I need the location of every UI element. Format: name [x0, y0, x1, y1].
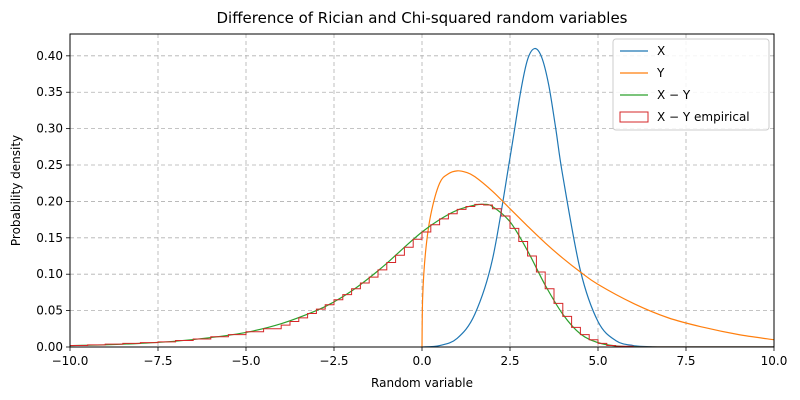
x-axis-ticks: −10.0 −7.5 −5.0 −2.5 0.0 2.5 5.0 7.5 10.0 [52, 347, 788, 368]
x-tick-label: 0.0 [412, 354, 431, 368]
y-tick-label: 0.40 [36, 49, 63, 63]
y-tick-label: 0.15 [36, 231, 63, 245]
y-tick-label: 0.00 [36, 340, 63, 354]
legend-label: X − Y [657, 88, 691, 102]
chart-title: Difference of Rician and Chi-squared ran… [216, 9, 627, 27]
legend-label: X − Y empirical [657, 110, 750, 124]
legend-label: Y [656, 66, 665, 80]
y-axis-label: Probability density [9, 135, 23, 246]
legend: XY X − Y X − Y empirical [612, 38, 770, 131]
legend-label: X [657, 44, 665, 58]
series-y [421, 170, 774, 347]
x-tick-label: −5.0 [231, 354, 260, 368]
x-axis-label: Random variable [371, 376, 473, 390]
x-tick-label: 7.5 [676, 354, 695, 368]
y-tick-label: 0.05 [36, 304, 63, 318]
x-tick-label: −2.5 [319, 354, 348, 368]
x-tick-label: −7.5 [143, 354, 172, 368]
x-tick-label: 10.0 [761, 354, 788, 368]
series-x [421, 47, 774, 347]
x-tick-label: 2.5 [500, 354, 519, 368]
y-tick-label: 0.35 [36, 85, 63, 99]
x-tick-label: −10.0 [52, 354, 89, 368]
y-tick-label: 0.25 [36, 158, 63, 172]
y-tick-label: 0.10 [36, 267, 63, 281]
legend-box [612, 38, 770, 131]
y-tick-label: 0.20 [36, 194, 63, 208]
legend-swatch [619, 111, 649, 123]
y-axis-ticks: 0.00 0.05 0.10 0.15 0.20 0.25 0.30 0.35 0.40 [36, 49, 70, 354]
x-tick-label: 5.0 [588, 354, 607, 368]
plot-data [70, 47, 774, 347]
y-tick-label: 0.30 [36, 122, 63, 136]
series-x-y-empirical [70, 203, 774, 347]
